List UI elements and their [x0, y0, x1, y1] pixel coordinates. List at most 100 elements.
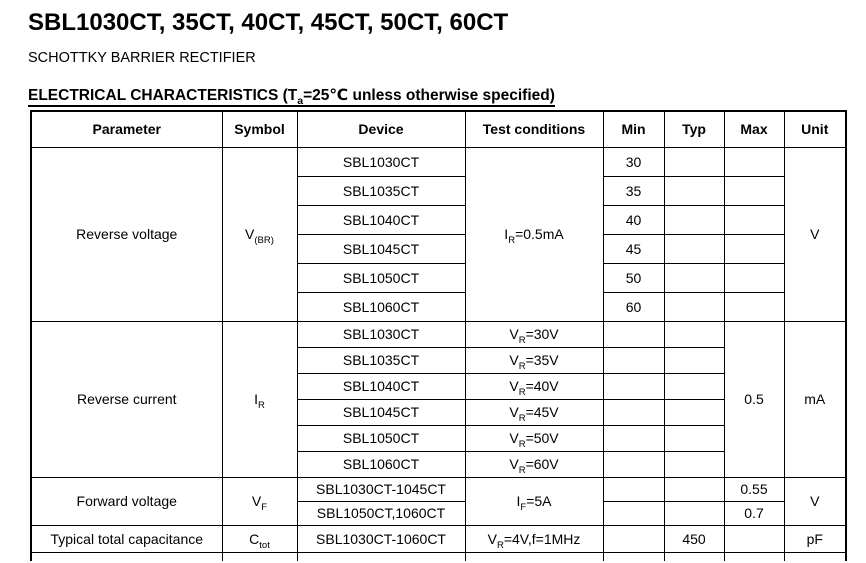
max-empty [723, 262, 785, 293]
header-max: Max [723, 110, 785, 148]
device-cell: SBL1030CT [296, 320, 466, 348]
device-cell: SBL1035CT [296, 346, 466, 374]
characteristics-table-container: Parameter Symbol Device Test conditions … [28, 110, 848, 561]
min-empty [602, 524, 665, 553]
max-value: 0.55 [723, 476, 785, 502]
section-heading-text-2: =25℃ unless otherwise specified) [303, 87, 555, 104]
clipped-next-row [30, 551, 847, 561]
min-empty [602, 450, 665, 478]
typ-empty [663, 262, 725, 293]
typ-empty [663, 233, 725, 264]
device-cell: SBL1050CT,1060CT [296, 500, 466, 526]
parameter-reverse-current: Reverse current [30, 320, 223, 478]
parameter-reverse-voltage: Reverse voltage [30, 146, 223, 322]
min-empty [602, 476, 665, 502]
device-cell: SBL1045CT [296, 233, 466, 264]
section-heading-subscript: a [297, 95, 304, 108]
typ-empty [663, 424, 725, 452]
device-cell: SBL1045CT [296, 398, 466, 426]
table-row: Forward voltage VF SBL1030CT-1045CT IF=5… [30, 476, 847, 526]
typ-empty [663, 346, 725, 374]
typ-empty [663, 398, 725, 426]
header-unit: Unit [783, 110, 847, 148]
typ-empty [663, 450, 725, 478]
test-condition-vr: VR=45V [464, 398, 604, 426]
min-empty [602, 398, 665, 426]
unit-volts: V [783, 476, 847, 526]
min-value: 60 [602, 291, 665, 322]
min-value: 45 [602, 233, 665, 264]
min-value: 50 [602, 262, 665, 293]
device-cell: SBL1035CT [296, 175, 466, 206]
test-condition-ir: IR=0.5mA [464, 146, 604, 322]
header-typ: Typ [663, 110, 725, 148]
test-condition-vr: VR=60V [464, 450, 604, 478]
max-empty [723, 175, 785, 206]
typ-empty [663, 175, 725, 206]
header-test-conditions: Test conditions [464, 110, 604, 148]
section-heading: ELECTRICAL CHARACTERISTICS (Ta=25℃ unles… [28, 88, 866, 107]
device-cell: SBL1050CT [296, 424, 466, 452]
symbol-v-br: V(BR) [221, 146, 298, 322]
min-empty [602, 372, 665, 400]
table-header-row: Parameter Symbol Device Test conditions … [30, 110, 847, 148]
table-row: Reverse voltage V(BR) SBL1030CT IR=0.5mA… [30, 146, 847, 322]
table-row: SBL1050CT 50 [31, 262, 846, 293]
max-empty [723, 524, 785, 553]
device-cell: SBL1040CT [296, 204, 466, 235]
symbol-c-tot: Ctot [221, 524, 298, 553]
max-value: 0.5 [723, 320, 785, 478]
typ-empty [663, 372, 725, 400]
device-cell: SBL1040CT [296, 372, 466, 400]
section-heading-text: ELECTRICAL CHARACTERISTICS (T [28, 87, 298, 104]
typ-empty [663, 500, 725, 526]
symbol-v-f: VF [221, 476, 298, 526]
device-cell: SBL1050CT [296, 262, 466, 293]
min-value: 40 [602, 204, 665, 235]
min-empty [602, 320, 665, 348]
table-row: SBL1035CT 35 [31, 175, 846, 206]
test-condition-vr: VR=50V [464, 424, 604, 452]
max-value: 0.7 [723, 500, 785, 526]
table-row: Typical total capacitance Ctot SBL1030CT… [30, 524, 847, 553]
table-row: SBL1060CT 60 [31, 291, 846, 322]
header-symbol: Symbol [221, 110, 298, 148]
typ-empty [663, 146, 725, 177]
typ-empty [663, 320, 725, 348]
device-cell: SBL1030CT-1045CT [296, 476, 466, 502]
test-condition-capacitance: VR=4V,f=1MHz [464, 524, 604, 553]
device-cell: SBL1030CT [296, 146, 466, 177]
max-empty [723, 146, 785, 177]
header-min: Min [602, 110, 665, 148]
page-title: SBL1030CT, 35CT, 40CT, 45CT, 50CT, 60CT [28, 9, 509, 36]
typ-empty [663, 291, 725, 322]
max-empty [723, 233, 785, 264]
unit-milliamps: mA [783, 320, 847, 478]
typ-empty [663, 476, 725, 502]
device-cell: SBL1060CT [296, 291, 466, 322]
unit-volts: V [783, 146, 847, 322]
electrical-characteristics-table: Parameter Symbol Device Test conditions … [30, 110, 847, 561]
page-subtitle: SCHOTTKY BARRIER RECTIFIER [28, 50, 256, 66]
header-parameter: Parameter [30, 110, 223, 148]
header-device: Device [296, 110, 466, 148]
test-condition-vr: VR=35V [464, 346, 604, 374]
min-value: 35 [602, 175, 665, 206]
test-condition-vr: VR=30V [464, 320, 604, 348]
max-empty [723, 204, 785, 235]
min-empty [602, 424, 665, 452]
symbol-i-r: IR [221, 320, 298, 478]
table-row: Reverse current IR SBL1030CT VR=30V 0.5 … [30, 320, 847, 478]
min-value: 30 [602, 146, 665, 177]
table-row: SBL1035CT VR=35V [31, 346, 846, 374]
parameter-capacitance: Typical total capacitance [30, 524, 223, 553]
unit-picofarads: pF [783, 524, 847, 553]
device-cell: SBL1060CT [296, 450, 466, 478]
min-empty [602, 500, 665, 526]
max-empty [723, 291, 785, 322]
table-row: SBL1050CT,1060CT 0.7 [31, 500, 846, 526]
typ-value: 450 [663, 524, 725, 553]
table-row: SBL1045CT 45 [31, 233, 846, 264]
typ-empty [663, 204, 725, 235]
